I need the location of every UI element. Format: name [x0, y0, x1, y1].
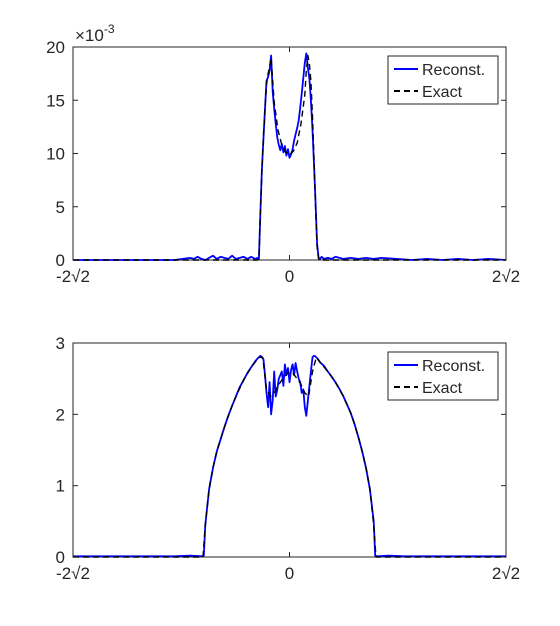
legend-label-exact: Exact [422, 380, 463, 397]
x-tick-label: 2√2 [492, 564, 520, 583]
legend-bottom: Reconst. Exact [387, 351, 499, 401]
y-tick-label: 15 [46, 91, 65, 110]
legend-label-reconst: Reconst. [422, 358, 485, 375]
y-tick-label: 1 [56, 477, 65, 496]
y-exponent-label: ×10-3 [75, 22, 115, 45]
x-tick-label: -2√2 [56, 564, 90, 583]
y-tick-label: 0 [56, 548, 65, 567]
legend-label-exact: Exact [422, 84, 463, 101]
legend-box [387, 55, 499, 105]
x-tick-label: 2√2 [492, 267, 520, 286]
y-tick-label: 2 [56, 405, 65, 424]
y-tick-label: 5 [56, 198, 65, 217]
y-tick-label: 3 [56, 334, 65, 353]
x-tick-label: -2√2 [56, 267, 90, 286]
y-exponent-power: -3 [104, 22, 115, 36]
y-tick-label: 20 [46, 38, 65, 57]
legend-box [387, 351, 499, 401]
series-line-exact [73, 356, 506, 558]
legend-label-reconst: Reconst. [422, 62, 485, 79]
series-line-exact [73, 54, 506, 261]
y-tick-label: 0 [56, 251, 65, 270]
legend-top: Reconst. Exact [387, 55, 499, 105]
y-tick-label: 10 [46, 145, 65, 164]
x-tick-label: 0 [285, 564, 294, 583]
series-line-reconst [73, 52, 507, 261]
x-tick-label: 0 [285, 267, 294, 286]
y-exponent-base: ×10 [75, 26, 104, 45]
